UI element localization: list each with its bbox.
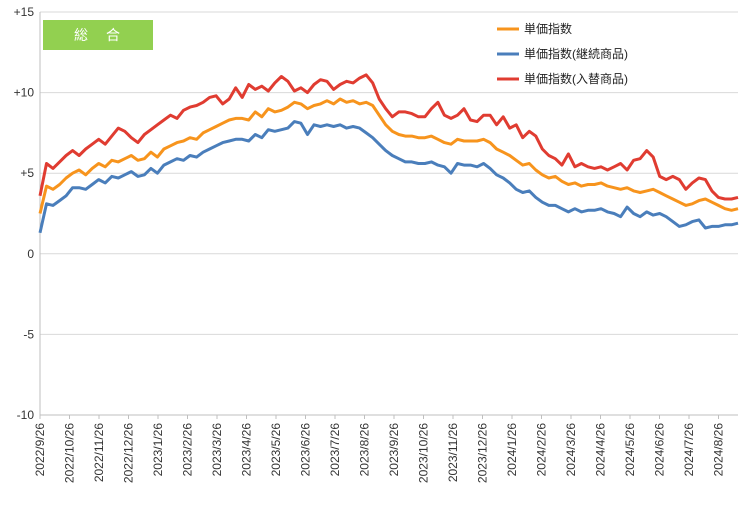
category-badge-label: 総 合 — [74, 28, 122, 44]
legend-label-unit-price-index-continuing: 単価指数(継続商品) — [524, 46, 628, 61]
x-tick-label: 2024/4/26 — [594, 423, 608, 477]
y-tick-label: +15 — [14, 5, 35, 19]
x-axis-tick-labels: 2022/9/26 2022/10/26 2022/11/26 2022/12/26 2… — [33, 415, 726, 483]
x-tick-label: 2022/10/26 — [63, 423, 77, 483]
x-tick-label: 2023/6/26 — [299, 423, 313, 477]
y-tick-label: -10 — [17, 408, 35, 422]
series-line-unit-price-index — [38, 97, 739, 214]
x-tick-label: 2023/8/26 — [358, 423, 372, 477]
x-tick-label: 2023/7/26 — [328, 423, 342, 477]
y-tick-label: +10 — [14, 86, 35, 100]
x-tick-label: 2024/5/26 — [623, 423, 637, 477]
legend-label-unit-price-index-replaced: 単価指数(入替商品) — [524, 71, 628, 86]
y-tick-label: +5 — [20, 166, 34, 180]
x-tick-label: 2023/1/26 — [151, 423, 165, 477]
x-tick-label: 2023/11/26 — [446, 423, 460, 482]
x-tick-label: 2022/9/26 — [33, 423, 47, 477]
x-tick-label: 2023/3/26 — [210, 423, 224, 477]
x-tick-label: 2024/8/26 — [712, 423, 726, 477]
x-tick-label: 2023/9/26 — [387, 423, 401, 477]
x-tick-label: 2024/1/26 — [505, 423, 519, 477]
x-tick-label: 2023/10/26 — [417, 423, 431, 483]
x-tick-label: 2022/11/26 — [92, 423, 106, 482]
y-tick-label: -5 — [23, 327, 34, 341]
category-badge: 総 合 — [43, 20, 153, 50]
x-tick-label: 2024/6/26 — [653, 423, 667, 477]
series-line-unit-price-index-replaced — [38, 73, 739, 201]
x-tick-label: 2023/5/26 — [269, 423, 283, 477]
x-tick-label: 2024/7/26 — [682, 423, 696, 477]
x-tick-label: 2024/2/26 — [535, 423, 549, 477]
chart-series — [38, 73, 739, 234]
chart-legend: 単価指数 単価指数(継続商品) 単価指数(入替商品) — [497, 21, 628, 86]
x-tick-label: 2024/3/26 — [564, 423, 578, 477]
x-tick-label: 2023/12/26 — [476, 423, 490, 483]
legend-label-unit-price-index: 単価指数 — [524, 21, 572, 36]
series-line-unit-price-index-continuing — [38, 120, 739, 234]
category-badge-background — [43, 20, 153, 50]
y-axis-tick-labels: +15 +10 +5 0 -5 -10 — [14, 5, 35, 422]
x-tick-label: 2023/2/26 — [181, 423, 195, 477]
x-tick-label: 2023/4/26 — [240, 423, 254, 477]
y-tick-label: 0 — [27, 247, 34, 261]
x-tick-label: 2022/12/26 — [122, 423, 136, 483]
